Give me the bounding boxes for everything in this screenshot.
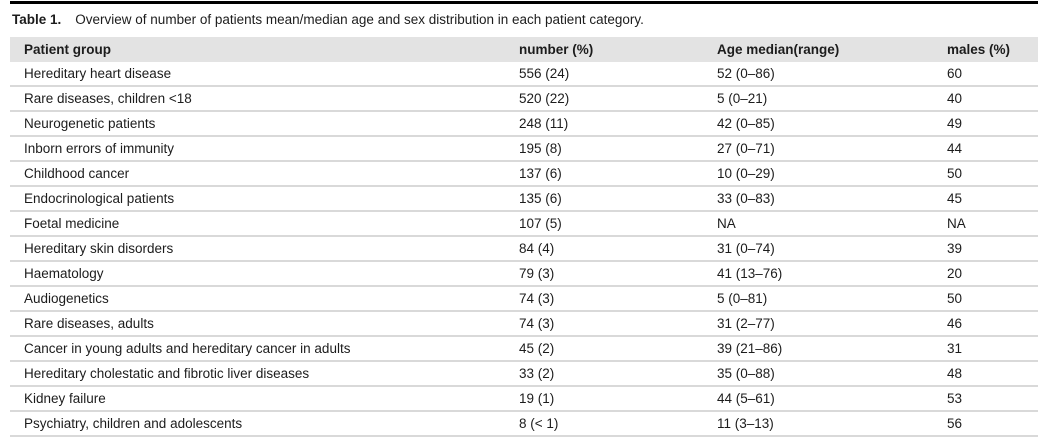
number-cell: 195 (8) [519,141,562,156]
patient-group-cell: Hereditary skin disorders [24,241,174,256]
table-caption: Table 1. Overview of number of patients m… [0,0,1048,30]
table-row: Psychiatry, children and adolescents 8 (<… [10,412,1038,437]
males-cell: 60 [947,66,963,81]
table-row: Rare diseases, adults 74 (3) 31 (2–77) 46 [10,312,1038,337]
column-header-patient-group: Patient group [24,42,111,57]
males-cell: 50 [947,166,963,181]
patient-group-cell: Endocrinological patients [24,191,175,206]
patient-group-cell: Rare diseases, adults [24,316,154,331]
number-cell: 79 (3) [519,266,555,281]
column-header-number: number (%) [519,42,594,57]
patient-group-cell: Rare diseases, children <18 [24,91,192,106]
number-cell: 248 (11) [519,116,569,131]
males-cell: 31 [947,341,963,356]
number-cell: 45 (2) [519,341,555,356]
age-median-cell: 41 (13–76) [717,266,783,281]
number-cell: 19 (1) [519,391,555,406]
patient-group-cell: Psychiatry, children and adolescents [24,416,243,431]
number-cell: 520 (22) [519,91,570,106]
age-median-cell: NA [717,216,736,231]
column-header-age-median: Age median(range) [717,42,840,57]
patient-group-cell: Hereditary heart disease [24,66,172,81]
table-caption-text: Overview of number of patients mean/medi… [75,12,644,27]
males-cell: 39 [947,241,963,256]
table-row: Audiogenetics 74 (3) 5 (0–81) 50 [10,287,1038,312]
patient-group-cell: Neurogenetic patients [24,116,156,131]
table-body: Hereditary heart disease 556 (24) 52 (0–86… [10,62,1038,437]
males-cell: 49 [947,116,963,131]
age-median-cell: 5 (0–81) [717,291,768,306]
number-cell: 33 (2) [519,366,555,381]
table-row: Hereditary cholestatic and fibrotic live… [10,362,1038,387]
age-median-cell: 27 (0–71) [717,141,775,156]
males-cell: 56 [947,416,963,431]
age-median-cell: 44 (5–61) [717,391,775,406]
number-cell: 74 (3) [519,316,555,331]
males-cell: 44 [947,141,963,156]
table-header-row: Patient group number (%) Age median(rang… [10,37,1038,62]
patient-group-cell: Kidney failure [24,391,106,406]
age-median-cell: 42 (0–85) [717,116,775,131]
number-cell: 8 (< 1) [519,416,559,431]
patient-group-cell: Haematology [24,266,104,281]
age-median-cell: 11 (3–13) [717,416,774,431]
table-row: Childhood cancer 137 (6) 10 (0–29) 50 [10,162,1038,187]
number-cell: 84 (4) [519,241,555,256]
table-row: Endocrinological patients 135 (6) 33 (0–83… [10,187,1038,212]
males-cell: 50 [947,291,963,306]
age-median-cell: 52 (0–86) [717,66,775,81]
number-cell: 135 (6) [519,191,562,206]
table-row: Kidney failure 19 (1) 44 (5–61) 53 [10,387,1038,412]
number-cell: 74 (3) [519,291,555,306]
age-median-cell: 5 (0–21) [717,91,768,106]
number-cell: 556 (24) [519,66,570,81]
patient-category-table: Patient group number (%) Age median(rang… [10,37,1038,437]
males-cell: NA [947,216,966,231]
patient-group-cell: Childhood cancer [24,166,130,181]
table-row: Hereditary skin disorders 84 (4) 31 (0–74)… [10,237,1038,262]
males-cell: 46 [947,316,963,331]
age-median-cell: 10 (0–29) [717,166,775,181]
males-cell: 40 [947,91,963,106]
number-cell: 107 (5) [519,216,562,231]
table-row: Inborn errors of immunity 195 (8) 27 (0–71… [10,137,1038,162]
patient-group-cell: Cancer in young adults and hereditary ca… [24,341,351,356]
males-cell: 48 [947,366,963,381]
age-median-cell: 31 (0–74) [717,241,775,256]
age-median-cell: 39 (21–86) [717,341,783,356]
patient-group-cell: Audiogenetics [24,291,109,306]
table-top-rule [10,1,1038,4]
patient-group-cell: Inborn errors of immunity [24,141,175,156]
table-row: Rare diseases, children <18 520 (22) 5 (0–… [10,87,1038,112]
age-median-cell: 33 (0–83) [717,191,775,206]
males-cell: 45 [947,191,963,206]
table-row: Foetal medicine 107 (5) NA NA [10,212,1038,237]
males-cell: 20 [947,266,963,281]
table-row: Cancer in young adults and hereditary ca… [10,337,1038,362]
males-cell: 53 [947,391,963,406]
table-caption-label: Table 1. [12,12,62,27]
table-row: Neurogenetic patients 248 (11) 42 (0–85) 49 [10,112,1038,137]
age-median-cell: 31 (2–77) [717,316,775,331]
table-row: Haematology 79 (3) 41 (13–76) 20 [10,262,1038,287]
patient-group-cell: Hereditary cholestatic and fibrotic live… [24,366,310,381]
age-median-cell: 35 (0–88) [717,366,775,381]
patient-group-cell: Foetal medicine [24,216,120,231]
number-cell: 137 (6) [519,166,562,181]
column-header-males: males (%) [947,42,1011,57]
table-row: Hereditary heart disease 556 (24) 52 (0–86… [10,62,1038,87]
